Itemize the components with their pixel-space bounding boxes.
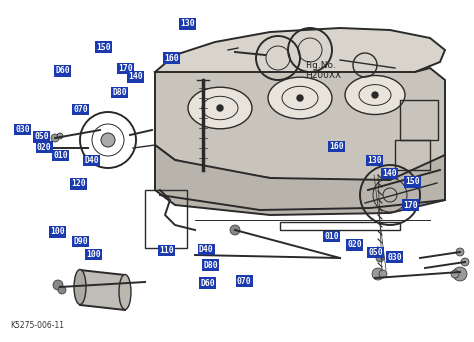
Text: 050: 050 — [35, 132, 49, 141]
Ellipse shape — [119, 275, 131, 310]
Text: 160: 160 — [329, 142, 344, 151]
Text: 010: 010 — [325, 232, 339, 241]
Circle shape — [58, 286, 66, 294]
Text: 150: 150 — [96, 43, 110, 52]
Text: 170: 170 — [403, 201, 418, 210]
Text: 010: 010 — [54, 151, 68, 160]
Bar — [400, 100, 438, 140]
Polygon shape — [155, 28, 445, 90]
Text: D40: D40 — [85, 156, 99, 165]
Text: 030: 030 — [387, 253, 401, 262]
Text: 050: 050 — [368, 248, 383, 257]
Text: 070: 070 — [237, 277, 251, 286]
Bar — [395, 140, 430, 170]
Circle shape — [453, 267, 467, 281]
Circle shape — [38, 144, 46, 152]
Circle shape — [461, 258, 469, 266]
Circle shape — [230, 225, 240, 235]
Circle shape — [372, 92, 378, 98]
Text: 110: 110 — [160, 246, 174, 255]
Text: Fig.No.
H200XX: Fig.No. H200XX — [305, 61, 341, 80]
Text: D40: D40 — [199, 245, 213, 254]
Circle shape — [297, 95, 303, 101]
Circle shape — [372, 268, 384, 280]
Bar — [145, 190, 187, 248]
Text: D90: D90 — [73, 237, 88, 246]
Text: 130: 130 — [180, 19, 194, 28]
Text: 160: 160 — [164, 54, 179, 63]
Text: D60: D60 — [201, 279, 215, 288]
Circle shape — [44, 143, 50, 149]
Text: K5275-006-11: K5275-006-11 — [10, 321, 64, 330]
Circle shape — [376, 254, 384, 262]
Circle shape — [217, 105, 223, 111]
Circle shape — [101, 133, 115, 147]
Text: 130: 130 — [367, 156, 382, 165]
Circle shape — [57, 133, 63, 139]
Circle shape — [451, 270, 459, 278]
Circle shape — [379, 270, 387, 278]
Text: 150: 150 — [405, 177, 419, 186]
Ellipse shape — [74, 269, 86, 304]
Text: 020: 020 — [37, 143, 51, 152]
Bar — [280, 222, 400, 230]
Polygon shape — [155, 68, 445, 182]
Polygon shape — [155, 145, 445, 215]
Text: D80: D80 — [112, 88, 127, 97]
Text: 170: 170 — [118, 64, 132, 73]
Text: D60: D60 — [55, 66, 70, 75]
Ellipse shape — [188, 87, 252, 129]
Text: 140: 140 — [128, 73, 143, 81]
Circle shape — [456, 248, 464, 256]
Text: 070: 070 — [73, 105, 88, 114]
Text: 100: 100 — [51, 227, 65, 236]
Ellipse shape — [268, 77, 332, 119]
Text: D80: D80 — [204, 261, 218, 269]
Text: 120: 120 — [71, 180, 85, 188]
Circle shape — [53, 280, 63, 290]
Polygon shape — [80, 270, 125, 310]
Circle shape — [51, 134, 59, 142]
Text: 100: 100 — [87, 250, 101, 259]
Text: 020: 020 — [347, 240, 362, 249]
Ellipse shape — [345, 76, 405, 115]
Text: 030: 030 — [16, 125, 30, 134]
Text: 140: 140 — [383, 169, 397, 178]
